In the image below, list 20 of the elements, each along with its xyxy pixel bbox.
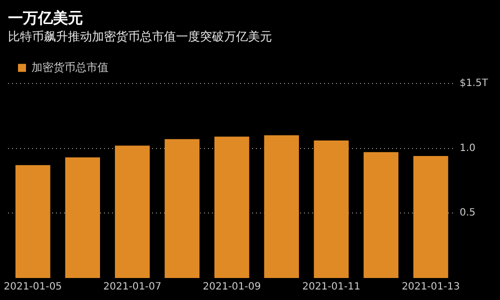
x-tick-label: 2021-01-11: [302, 282, 360, 293]
bar: [264, 135, 299, 278]
bar: [65, 157, 100, 278]
chart-subtitle: 比特币飙升推动加密货币总市值一度突破万亿美元: [8, 29, 272, 44]
bar: [214, 136, 250, 278]
chart-title: 一万亿美元: [8, 8, 83, 27]
y-tick-label: 0.5: [460, 208, 476, 219]
bar: [364, 152, 398, 278]
y-tick-label: 1.0: [460, 142, 476, 154]
bar: [164, 139, 200, 278]
bar: [314, 140, 349, 278]
y-tick-label: $1.5T: [460, 78, 489, 89]
bar: [413, 156, 448, 278]
x-tick-label: 2021-01-13: [402, 282, 460, 293]
x-tick-label: 2021-01-07: [103, 282, 162, 293]
bar: [15, 165, 50, 278]
legend-label: 加密货币总市值: [32, 60, 108, 74]
bar: [114, 146, 150, 278]
x-tick-label: 2021-01-05: [4, 282, 62, 293]
x-tick-label: 2021-01-09: [202, 282, 261, 293]
